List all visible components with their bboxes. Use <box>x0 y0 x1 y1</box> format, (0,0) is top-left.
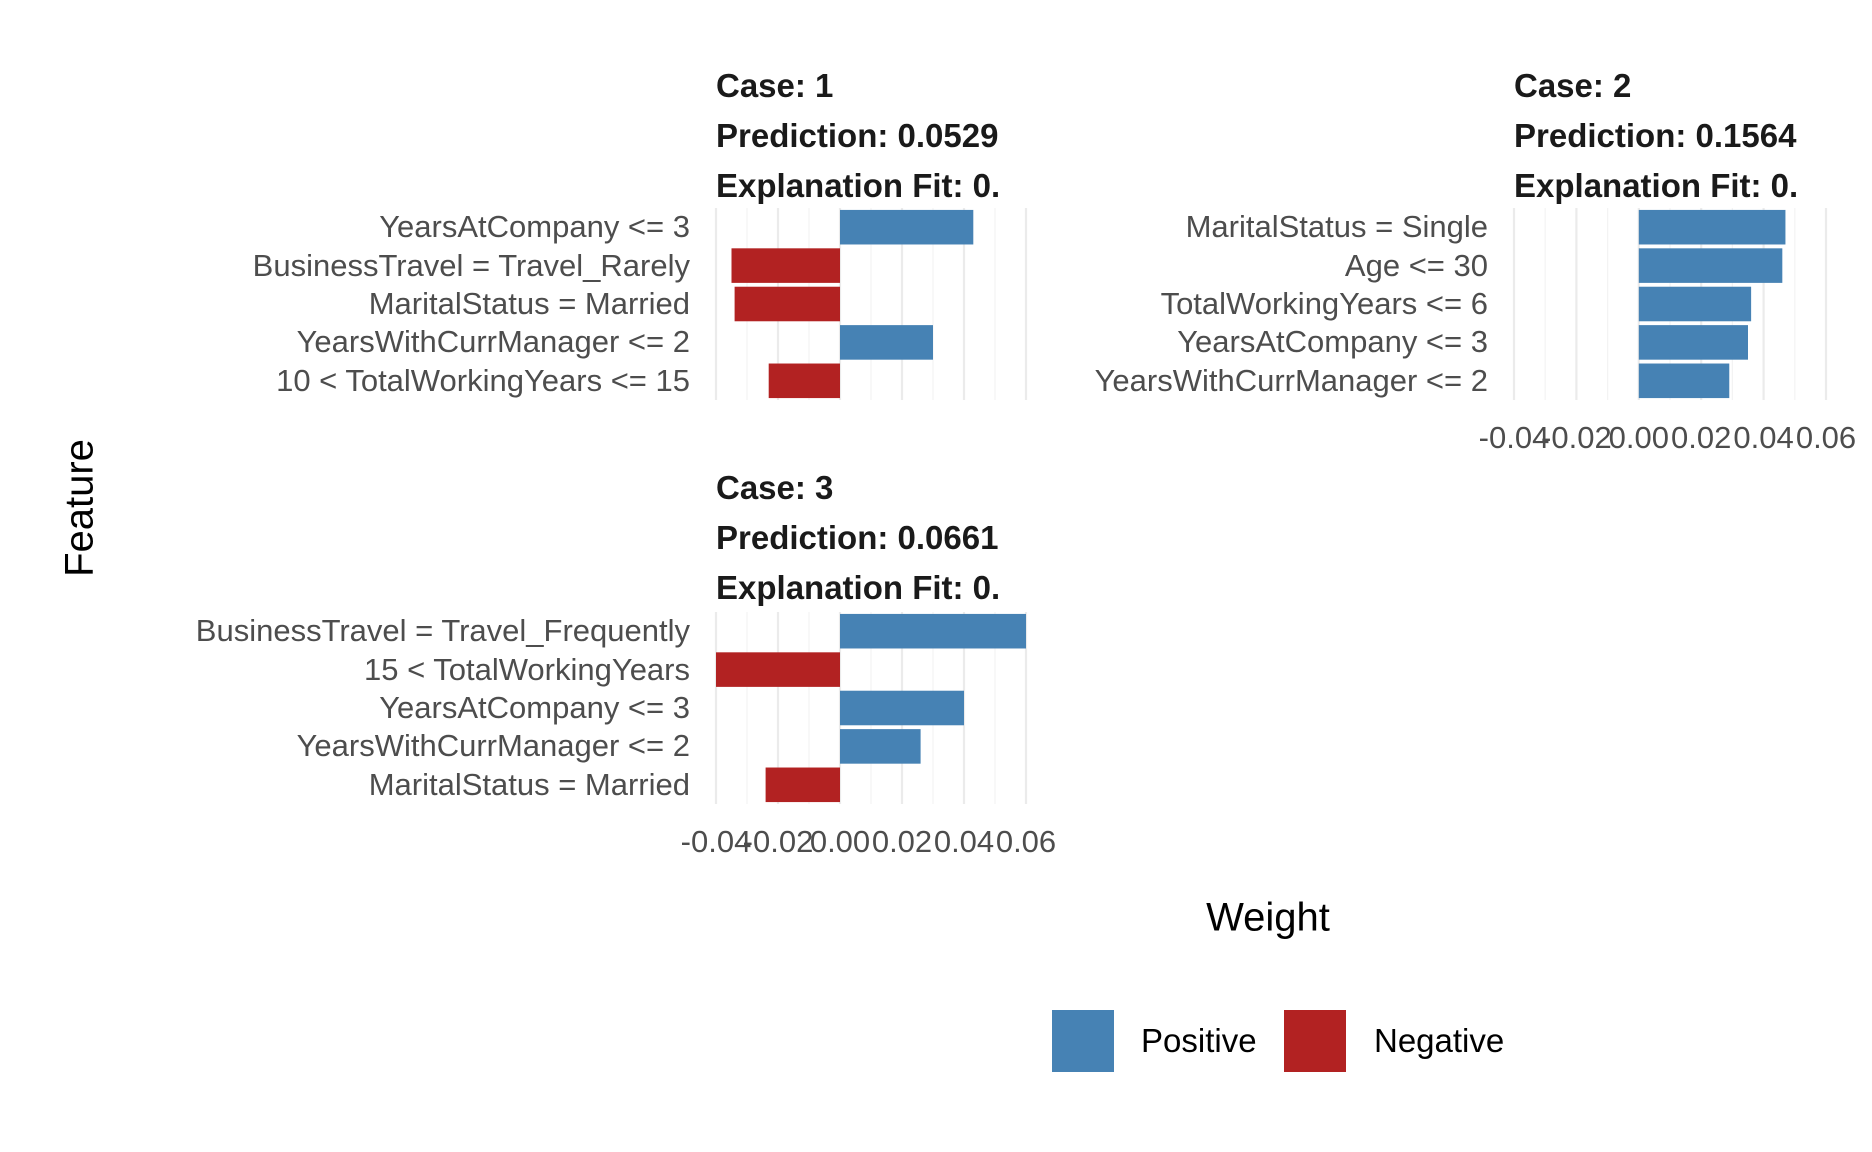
bar-negative <box>734 286 840 322</box>
bar-positive <box>1638 209 1786 245</box>
bar-positive <box>840 690 964 726</box>
bar-positive <box>1638 248 1783 283</box>
feature-label: MaritalStatus = Single <box>1185 209 1488 245</box>
feature-label: YearsWithCurrManager <= 2 <box>1094 362 1488 398</box>
feature-label: YearsWithCurrManager <= 2 <box>296 324 690 360</box>
x-tick-label: -0.04 <box>680 824 752 859</box>
legend-label-positive: Positive <box>1141 1022 1257 1059</box>
x-tick-label: 0.02 <box>871 824 933 859</box>
bar-negative <box>768 363 840 399</box>
panel-case-label: Case: 1 <box>716 67 834 104</box>
panel-case-label: Case: 2 <box>1514 67 1632 104</box>
feature-label: TotalWorkingYears <= 6 <box>1160 286 1488 321</box>
panel-prediction-label: Prediction: 0.0529 <box>716 117 999 154</box>
feature-label: YearsWithCurrManager <= 2 <box>296 728 690 764</box>
panel-fit-label: Explanation Fit: 0. <box>716 569 1001 606</box>
feature-label: 15 < TotalWorkingYears <box>364 651 690 687</box>
y-axis-title: Feature <box>57 439 102 577</box>
x-tick-label: -0.02 <box>1541 420 1612 455</box>
panel-prediction-label: Prediction: 0.1564 <box>1514 117 1797 154</box>
x-tick-label: 0.06 <box>1795 420 1857 455</box>
feature-label: YearsAtCompany <= 3 <box>1177 324 1488 360</box>
x-tick-label: -0.02 <box>742 824 814 859</box>
bar-positive <box>840 325 933 360</box>
bar-positive <box>840 729 921 764</box>
legend-key-positive <box>1052 1010 1114 1072</box>
x-tick-label: 0.00 <box>1608 420 1669 455</box>
feature-label: BusinessTravel = Travel_Frequently <box>195 613 690 649</box>
x-tick-label: 0.06 <box>995 824 1057 859</box>
bar-positive <box>1638 286 1752 322</box>
feature-label: BusinessTravel = Travel_Rarely <box>252 247 690 283</box>
bar-negative <box>731 248 840 283</box>
x-tick-label: -0.04 <box>1478 420 1550 455</box>
legend-key-negative <box>1284 1010 1346 1072</box>
panel-fit-label: Explanation Fit: 0. <box>716 167 1001 204</box>
feature-label: Age <= 30 <box>1344 247 1488 283</box>
feature-label: MaritalStatus = Married <box>368 286 690 321</box>
feature-label: MaritalStatus = Married <box>368 766 690 802</box>
feature-label: 10 < TotalWorkingYears <= 15 <box>276 362 690 398</box>
x-tick-label: 0.02 <box>1671 420 1732 455</box>
panel-case-label: Case: 3 <box>716 469 834 506</box>
bar-positive <box>840 209 974 245</box>
bar-negative <box>716 652 840 687</box>
panel-prediction-label: Prediction: 0.0661 <box>716 519 999 556</box>
x-tick-label: 0.04 <box>933 824 995 859</box>
panel-fit-label: Explanation Fit: 0. <box>1514 167 1799 204</box>
feature-label: YearsAtCompany <= 3 <box>379 690 690 725</box>
x-tick-label: 0.04 <box>1733 420 1794 455</box>
bar-positive <box>840 613 1026 649</box>
bar-positive <box>1638 363 1730 399</box>
feature-label: YearsAtCompany <= 3 <box>379 209 690 245</box>
bar-negative <box>765 767 840 803</box>
bar-positive <box>1638 325 1748 360</box>
legend-label-negative: Negative <box>1374 1022 1505 1059</box>
x-tick-label: 0.00 <box>809 824 871 859</box>
x-axis-title: Weight <box>1206 895 1330 940</box>
